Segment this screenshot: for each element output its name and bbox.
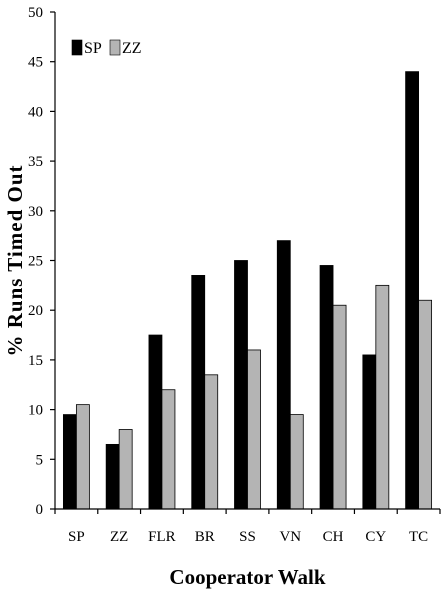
y-tick-label: 0 [36,502,44,518]
x-tick-label: VN [279,529,301,545]
x-tick-label: CY [365,529,386,545]
legend: SP ZZ [71,39,142,57]
x-tick-label: SP [68,529,85,545]
legend-label-sp: SP [84,40,102,57]
legend-swatch-zz [109,39,121,56]
bar-sp-sp [62,414,77,510]
y-tick-label: 35 [28,154,43,170]
x-tick-label: SS [239,529,256,545]
bar-zz-cy [375,284,390,510]
y-tick-label: 40 [28,104,43,120]
y-axis-ticks: 0 5 10 15 20 25 30 35 40 45 50 [28,5,55,518]
bar-zz-zz [118,429,133,510]
bar-zz-tc [418,299,433,510]
bar-sp-vn [276,240,291,510]
bar-zz-ch [332,304,347,510]
y-tick-label: 50 [28,5,43,21]
legend-label-zz: ZZ [122,40,142,57]
bar-zz-sp [75,404,90,510]
x-tick-label: TC [409,529,428,545]
y-tick-label: 45 [28,55,43,71]
x-tick-label: BR [195,529,215,545]
bar-sp-ch [319,265,334,510]
x-tick-label: CH [323,529,344,545]
x-tick-label: FLR [148,529,176,545]
y-tick-label: 20 [28,303,43,319]
y-axis-label: % Runs Timed Out [3,164,27,356]
bar-sp-cy [362,354,377,510]
bar-sp-tc [405,71,420,510]
bar-sp-zz [105,443,120,510]
x-axis-ticks: SP ZZ FLR BR SS VN CH CY TC [54,509,441,545]
y-tick-label: 10 [28,403,43,419]
bar-zz-ss [247,349,261,510]
bar-zz-flr [161,389,176,510]
x-axis-label: Cooperator Walk [169,565,325,589]
bar-sp-ss [234,260,248,510]
x-tick-label: ZZ [110,529,128,545]
y-tick-label: 25 [28,254,43,270]
bars [62,71,433,510]
bar-zz-vn [289,414,304,510]
y-tick-label: 5 [36,452,44,468]
bar-sp-br [191,275,206,510]
y-tick-label: 15 [28,353,43,369]
legend-swatch-sp [71,39,83,56]
y-tick-label: 30 [28,204,43,220]
bar-sp-flr [148,334,163,510]
bar-zz-br [204,374,219,510]
